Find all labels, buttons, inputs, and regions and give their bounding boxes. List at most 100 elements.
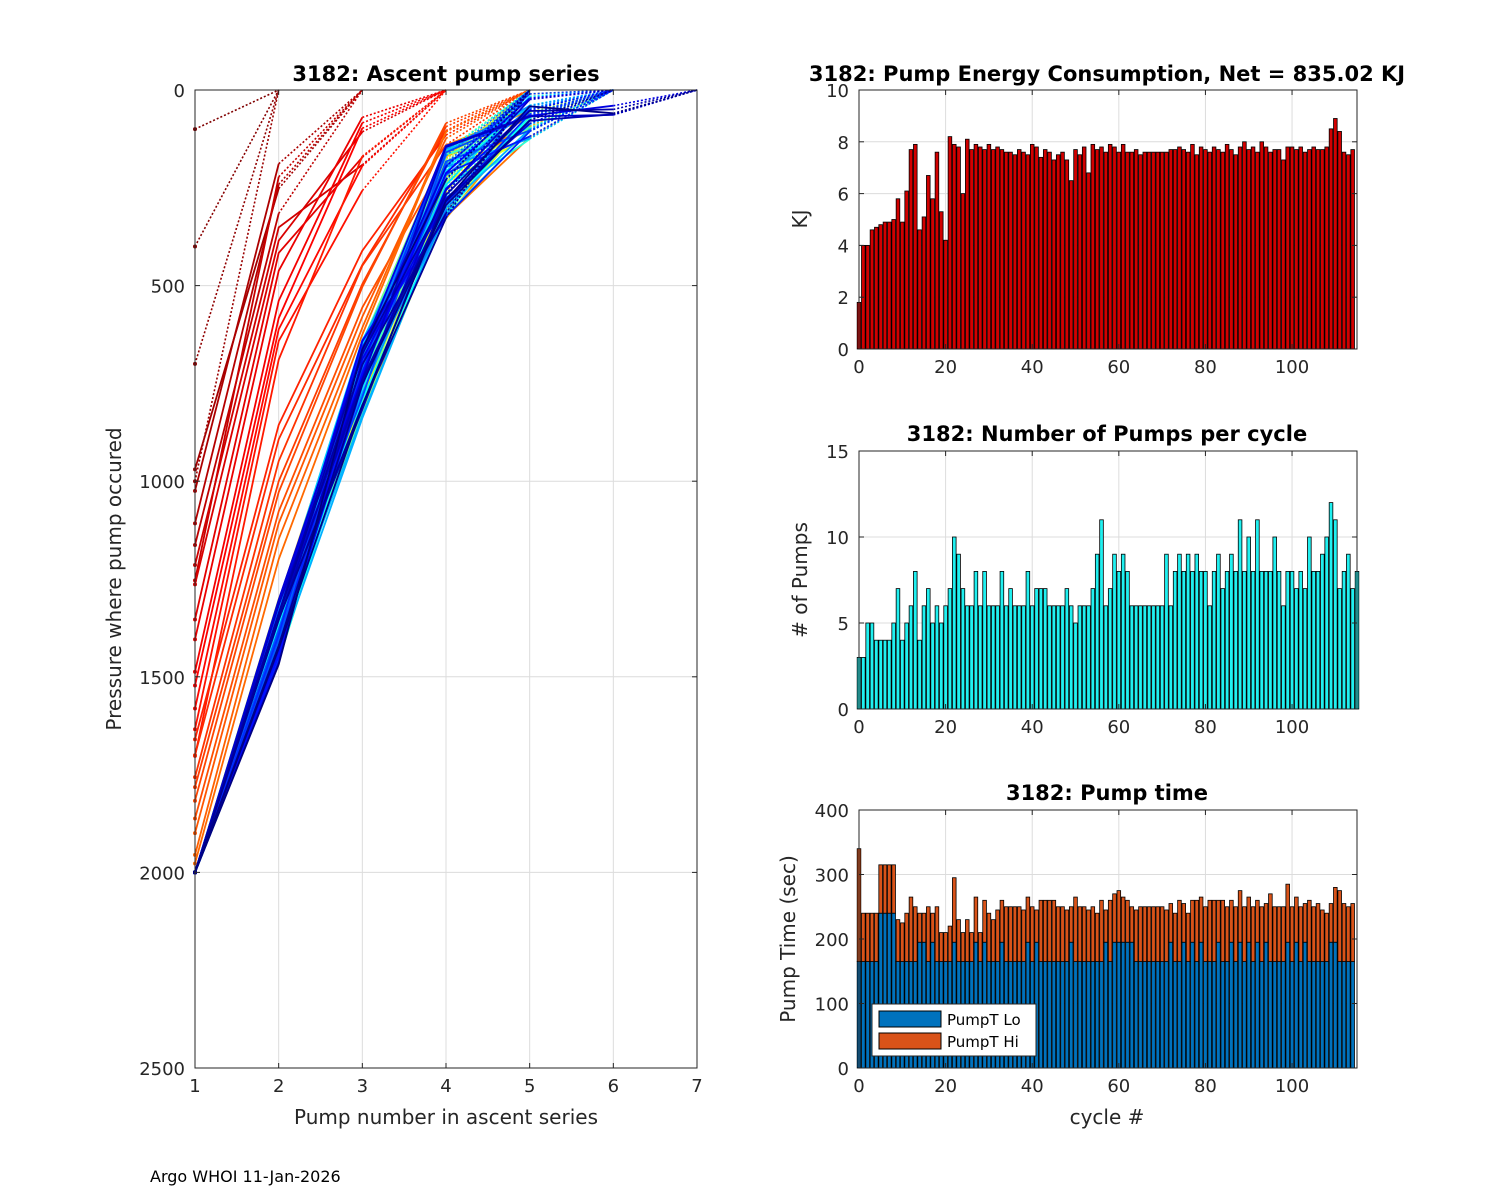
pumps-bar	[1168, 605, 1174, 710]
energy-bar	[1008, 151, 1013, 350]
pumps-bar	[1281, 605, 1286, 710]
pumpt-lo-bar	[1038, 961, 1044, 1069]
ascent-surface-segment	[194, 89, 280, 130]
pumps-bar	[1185, 553, 1191, 710]
pumps-bar	[1181, 571, 1187, 710]
pumps-bar	[978, 605, 983, 710]
ascent-surface-segment	[445, 89, 531, 157]
energy-xtick-label: 40	[1021, 357, 1044, 378]
pumpt-hi-bar	[1103, 909, 1109, 943]
ascent-ytick-label: 500	[151, 277, 185, 298]
energy-bar	[978, 146, 983, 350]
pumps-bar	[1207, 605, 1212, 710]
energy-bar	[1211, 146, 1217, 350]
pumpt-lo-bar	[1194, 961, 1199, 1069]
energy-bar	[1060, 151, 1065, 350]
pumps-bar	[1146, 605, 1152, 710]
pumpt-hi-bar	[960, 932, 966, 962]
energy-bar	[1064, 159, 1070, 350]
energy-bar	[1341, 151, 1347, 350]
energy-bar	[1307, 149, 1312, 350]
pumpt-lo-bar	[1112, 941, 1117, 1069]
pumpt-lo-bar	[1259, 961, 1264, 1069]
pumps-bar	[1233, 571, 1238, 710]
pumpt-hi-bar	[1185, 912, 1191, 962]
pumpt-hi-bar	[1068, 906, 1074, 943]
pumps-xtick-label: 60	[1107, 717, 1130, 738]
ascent-profile-line	[194, 127, 364, 686]
ascent-profile-line	[194, 156, 363, 620]
pumpt-lo-bar	[1324, 961, 1329, 1069]
pumptime-xtick-label: 80	[1194, 1076, 1217, 1097]
energy-bar	[1042, 149, 1048, 350]
pumpt-hi-bar	[1038, 899, 1044, 962]
pumpt-hi-bar	[891, 864, 896, 914]
pumps-bar	[1021, 605, 1026, 710]
pumpt-hi-bar	[1276, 906, 1282, 962]
energy-bar	[878, 224, 883, 350]
pumpt-lo-bar	[1242, 961, 1247, 1069]
pumps-bar	[1116, 571, 1122, 710]
pumpt-lo-bar	[1281, 961, 1286, 1069]
pumps-bar	[1047, 605, 1052, 710]
ascent-surface-segment	[445, 89, 531, 140]
pumps-bar	[921, 605, 927, 710]
pumpt-lo-bar	[1255, 941, 1260, 1069]
pumptime-xtick-label: 0	[853, 1076, 864, 1097]
energy-bar	[874, 226, 879, 350]
pumps-bar	[1077, 605, 1083, 710]
pumps-bar	[1246, 536, 1251, 710]
energy-bar	[956, 146, 961, 350]
pumps-bar	[1337, 588, 1342, 710]
pumps-bar	[1298, 571, 1303, 710]
pumpt-hi-bar	[1017, 906, 1022, 962]
pumps-bar	[1060, 605, 1065, 710]
energy-bar	[869, 229, 875, 350]
pumps-bar	[1038, 588, 1044, 710]
pumpt-lo-bar	[1055, 961, 1061, 1069]
pumps-bar	[1034, 588, 1039, 710]
pumpt-hi-bar	[904, 912, 909, 962]
ascent-surface-segment	[362, 89, 447, 119]
pumpt-hi-bar	[1346, 906, 1351, 962]
pumpt-lo-bar	[1311, 961, 1316, 1069]
energy-bar	[1172, 149, 1178, 350]
energy-bar	[1146, 151, 1152, 350]
energy-tick-labels: 0 20 40 60 80 100 0 2 4 6 8 10	[826, 81, 1357, 378]
pumpt-hi-bar	[1133, 909, 1139, 962]
pumpt-lo-bar	[1168, 941, 1174, 1069]
energy-bar	[908, 149, 914, 350]
energy-bar	[1073, 149, 1078, 350]
pumptime-xtick-label: 20	[934, 1076, 957, 1097]
pumpt-lo-bar	[1116, 941, 1122, 1069]
legend-label-hi: PumpT Hi	[947, 1033, 1019, 1051]
energy-bar	[1207, 151, 1212, 350]
pumpt-hi-bar	[939, 932, 944, 962]
ascent-surface-segment	[194, 89, 280, 482]
ascent-profile-line	[194, 130, 447, 756]
pumps-bar	[917, 639, 922, 710]
ascent-xtick-label: 3	[357, 1076, 368, 1097]
pumps-bar	[1099, 519, 1104, 710]
pumpt-lo-bar	[1064, 961, 1070, 1069]
pumps-bar	[986, 605, 992, 710]
pumps-chart-title: 3182: Number of Pumps per cycle	[907, 422, 1307, 446]
pumpt-hi-bar	[986, 912, 992, 962]
pumpt-lo-bar	[1285, 941, 1290, 1069]
pumptime-legend: PumpT Lo PumpT Hi	[871, 1003, 1037, 1057]
energy-bar	[1164, 151, 1169, 350]
pumps-bar	[913, 571, 918, 710]
pumpt-hi-bar	[1294, 896, 1299, 943]
energy-bar	[1112, 146, 1117, 350]
pumps-bar	[1190, 571, 1195, 710]
ascent-chart-title: 3182: Ascent pump series	[292, 62, 599, 86]
pumptime-ytick-label: 300	[815, 866, 849, 887]
energy-bar	[934, 151, 940, 350]
pumpt-hi-bar	[1250, 906, 1256, 962]
pumpt-hi-bar	[969, 932, 974, 962]
pumps-ytick-label: 0	[838, 700, 849, 721]
energy-bar	[986, 143, 992, 350]
ascent-xtick-label: 5	[524, 1076, 535, 1097]
pumpt-lo-bar	[1133, 961, 1139, 1069]
pumps-bar	[1068, 605, 1074, 710]
